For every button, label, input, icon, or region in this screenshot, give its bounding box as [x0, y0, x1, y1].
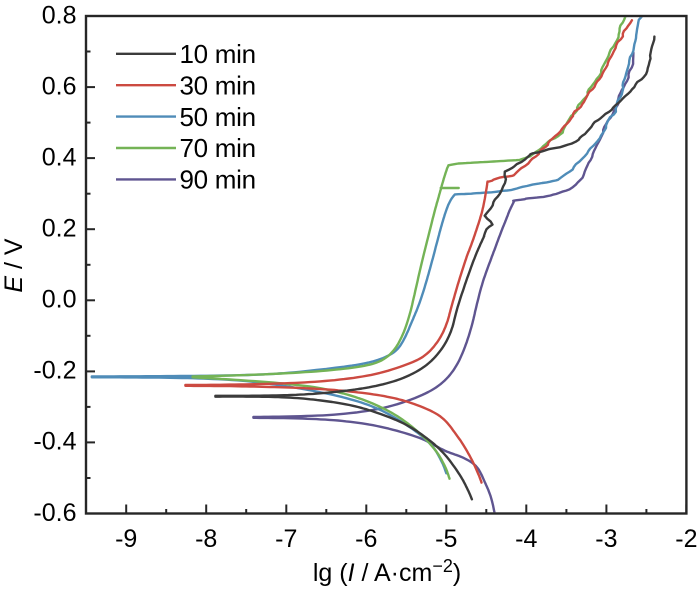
svg-text:0.4: 0.4 [42, 143, 77, 171]
svg-text:0.8: 0.8 [42, 1, 77, 29]
svg-text:0.0: 0.0 [42, 286, 77, 314]
svg-text:10 min: 10 min [180, 39, 256, 69]
svg-text:-4: -4 [515, 525, 537, 553]
svg-text:-3: -3 [595, 525, 617, 553]
svg-text:-8: -8 [195, 525, 217, 553]
svg-text:0.2: 0.2 [42, 215, 77, 243]
svg-text:30 min: 30 min [180, 70, 256, 100]
svg-text:-6: -6 [355, 525, 377, 553]
svg-text:-7: -7 [275, 525, 297, 553]
svg-text:70 min: 70 min [180, 133, 256, 163]
svg-text:0.6: 0.6 [42, 72, 77, 100]
svg-text:-0.4: -0.4 [33, 428, 76, 456]
svg-text:-0.2: -0.2 [33, 357, 76, 385]
svg-text:-9: -9 [115, 525, 137, 553]
svg-text:-0.6: -0.6 [33, 499, 76, 527]
svg-text:50 min: 50 min [180, 102, 256, 132]
svg-text:-5: -5 [435, 525, 457, 553]
svg-text:90 min: 90 min [180, 165, 256, 195]
svg-text:-2: -2 [675, 525, 697, 553]
svg-text:E / V: E / V [0, 238, 28, 293]
